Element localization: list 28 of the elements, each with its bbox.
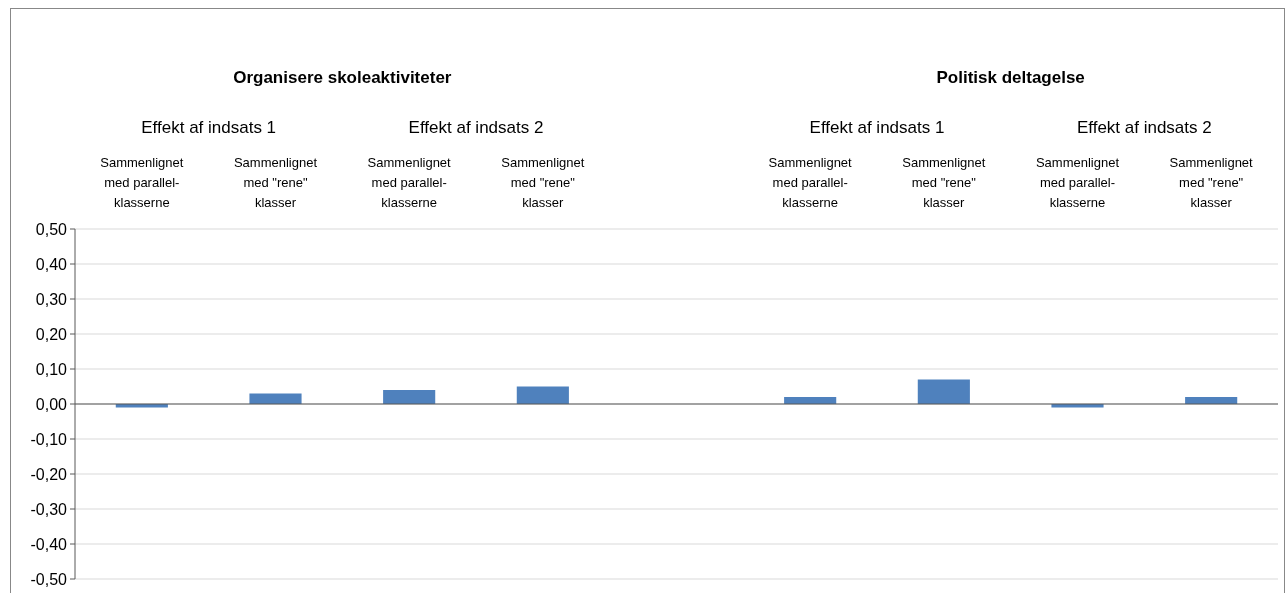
text: Organisere skoleaktiviteter [233,68,452,87]
y-tick-label: 0,40 [35,255,68,273]
y-tick-label: 0,50 [35,220,68,238]
y-tick-label: 0,00 [35,395,68,413]
text: Effekt af indsats 1 [141,118,277,137]
x-tick-label: Sammenlignet med parallel- klasserne [100,155,184,210]
bar [383,390,436,404]
y-tick-label: 0,20 [35,325,68,343]
x-tick-label: Sammenlignet med parallel- klasserne [1035,155,1120,210]
y-tick-label: -0,30 [30,500,68,518]
bar [917,379,970,404]
y-tick-label: -0,20 [30,465,68,483]
y-tick-label: -0,50 [30,570,68,588]
x-tick-label: Sammenlignet med "rene" klasser [902,155,986,210]
y-tick-label: 0,10 [35,360,68,378]
y-tick-label: 0,30 [35,290,68,308]
text: Effekt af indsats 1 [809,118,945,137]
y-tick-label: -0,40 [30,535,68,553]
x-tick-label: Sammenlignet med "rene" klasser [501,155,585,210]
x-tick-label: Sammenlignet med parallel- klasserne [768,155,853,210]
text: Politisk deltagelse [936,68,1085,87]
bar [516,386,569,404]
x-tick-label: Sammenlignet med "rene" klasser [233,155,318,210]
text: Effekt af indsats 2 [408,118,544,137]
text: Effekt af indsats 2 [1076,118,1212,137]
y-tick-label: -0,10 [30,430,68,448]
x-tick-label: Sammenlignet med "rene" klasser [1169,155,1254,210]
x-tick-label: Sammenlignet med parallel- klasserne [367,155,452,210]
